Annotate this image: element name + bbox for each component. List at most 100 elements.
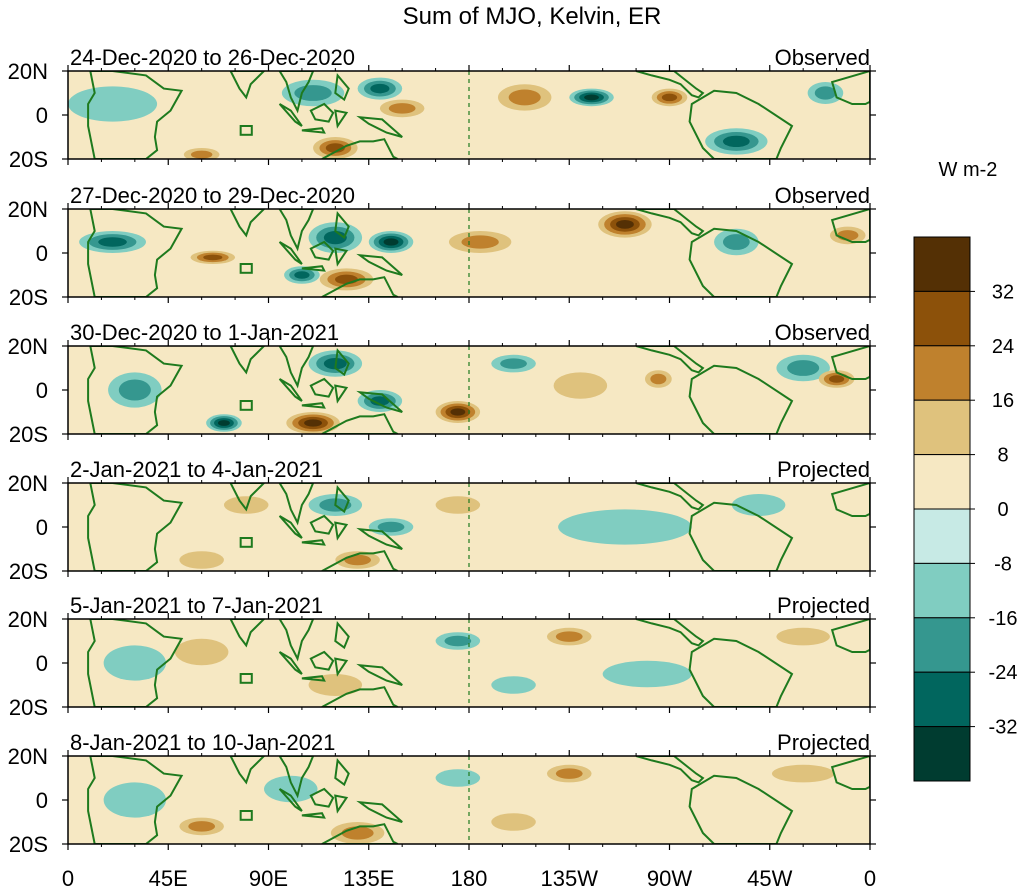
coastline <box>688 364 794 434</box>
anomaly-contour <box>444 635 472 647</box>
coastline <box>334 247 349 267</box>
coastline <box>87 483 184 571</box>
anomaly-contour <box>731 494 786 516</box>
anomaly-contour <box>370 396 390 406</box>
coastline <box>334 621 350 650</box>
coastline <box>301 265 326 272</box>
anomaly-contour <box>435 496 481 514</box>
anomaly-contour <box>103 645 167 681</box>
anomaly-contour <box>383 238 399 246</box>
coastline <box>229 209 266 238</box>
colorbar-swatch <box>913 236 971 292</box>
anomaly-contour <box>68 86 158 122</box>
y-tick-label: 0 <box>36 103 48 128</box>
colorbar-swatch <box>913 671 971 728</box>
coastline <box>278 378 303 402</box>
panel-date-range: 2-Jan-2021 to 4-Jan-2021 <box>70 457 323 482</box>
coastline <box>688 89 794 159</box>
x-tick-label: 90E <box>249 866 288 889</box>
colorbar-swatch <box>913 454 971 510</box>
anomaly-contour <box>500 358 527 369</box>
anomaly-contour <box>218 420 230 426</box>
colorbar-label: -24 <box>989 662 1018 684</box>
coastline <box>334 521 349 541</box>
y-tick-label: 20S <box>9 285 48 310</box>
x-tick-label: 45W <box>747 866 792 889</box>
coastline <box>356 115 403 138</box>
y-tick-label: 0 <box>36 515 48 540</box>
coastline <box>334 485 350 514</box>
colorbar-label: 24 <box>992 336 1014 358</box>
coastline <box>309 240 335 261</box>
colorbar-swatch <box>913 508 971 564</box>
anomaly-contour <box>388 103 416 114</box>
coastline <box>688 637 794 707</box>
y-tick-label: 0 <box>36 241 48 266</box>
coastline <box>830 756 870 790</box>
coastline <box>278 515 303 539</box>
anomaly-contour <box>722 234 750 250</box>
coastline <box>278 788 303 812</box>
anomaly-contour <box>118 379 151 401</box>
panel-date-range: 24-Dec-2020 to 26-Dec-2020 <box>70 45 355 70</box>
coastline <box>301 812 326 819</box>
coastline <box>688 774 794 844</box>
coastline <box>356 253 403 276</box>
panel-date-range: 27-Dec-2020 to 29-Dec-2020 <box>70 183 355 208</box>
panel-field <box>68 71 870 159</box>
coastline <box>334 211 350 240</box>
coastline <box>830 483 870 517</box>
panel: 20N 0 20S 24-Dec-2020 to 26-Dec-2020 Observe… <box>8 45 876 172</box>
panel-date-range: 8-Jan-2021 to 10-Jan-2021 <box>70 730 335 755</box>
anomaly-contour <box>223 496 269 514</box>
coastline <box>688 227 794 297</box>
y-tick-label: 0 <box>36 788 48 813</box>
anomaly-contour <box>650 373 667 385</box>
y-tick-label: 20N <box>8 334 48 359</box>
panel: 20N 0 20S 2-Jan-2021 to 4-Jan-2021 Projected <box>8 457 876 584</box>
anomaly-contour <box>179 551 224 569</box>
coastline <box>278 241 303 265</box>
coastline <box>635 756 705 784</box>
colorbar-swatch <box>913 562 971 619</box>
anomaly-contour <box>814 86 837 100</box>
y-tick-label: 20S <box>9 147 48 172</box>
anomaly-contour <box>787 360 820 376</box>
x-tick-label: 45E <box>149 866 188 889</box>
y-tick-label: 20N <box>8 197 48 222</box>
x-tick-label: 0 <box>62 866 74 889</box>
coastline <box>87 619 184 707</box>
panel: 20N 0 20S 30-Dec-2020 to 1-Jan-2021 Observed <box>8 320 876 447</box>
coastline <box>309 102 335 123</box>
anomaly-contour <box>461 235 499 249</box>
coastline <box>830 346 870 380</box>
coastline <box>309 377 335 398</box>
island-box <box>239 400 253 411</box>
coastline <box>87 346 184 434</box>
colorbar-label: 8 <box>997 445 1008 467</box>
chart-title: Sum of MJO, Kelvin, ER <box>403 3 662 30</box>
coastline <box>87 209 184 297</box>
anomaly-contour <box>508 89 541 106</box>
coastline <box>301 402 326 409</box>
coastline <box>356 800 403 823</box>
x-axis: 0 45E 90E 135E 180 135W 90W 45W 0 <box>62 866 876 889</box>
island-box <box>239 537 253 548</box>
colorbar-label: 32 <box>992 281 1014 303</box>
panel-field <box>68 483 870 571</box>
anomaly-contour <box>450 408 466 416</box>
anomaly-contour <box>98 237 127 247</box>
anomaly-contour <box>341 826 374 840</box>
panel-field <box>68 756 870 844</box>
panel: 20N 0 20S 27-Dec-2020 to 29-Dec-2020 Observe… <box>8 183 876 310</box>
coastline <box>309 650 335 671</box>
coastline <box>830 209 870 243</box>
coastline <box>229 71 266 100</box>
panel-field <box>68 619 870 707</box>
coastline <box>334 109 349 129</box>
x-tick-label: 135E <box>343 866 394 889</box>
anomaly-contour <box>264 775 318 803</box>
colorbar-label: 0 <box>997 499 1008 521</box>
panel-label: Projected <box>777 730 870 755</box>
coastline <box>278 756 315 799</box>
